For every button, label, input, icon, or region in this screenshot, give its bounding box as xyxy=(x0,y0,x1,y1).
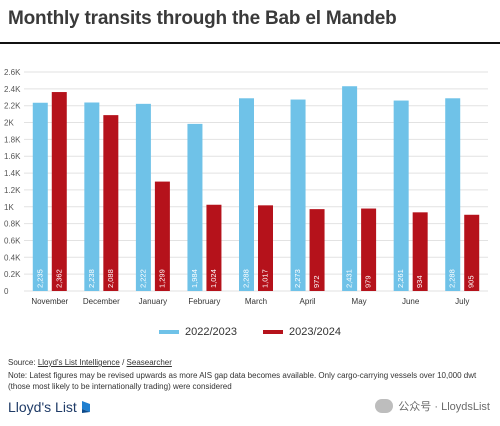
x-tick-label: December xyxy=(83,297,120,306)
bar-series2 xyxy=(154,181,170,291)
y-tick-label: 0.8K xyxy=(4,220,21,229)
title-divider xyxy=(0,42,500,44)
source-separator: / xyxy=(122,358,125,367)
legend-label-series2: 2023/2024 xyxy=(289,326,341,338)
bar-data-label: 1,024 xyxy=(209,269,218,288)
bar-data-label: 1,017 xyxy=(260,269,269,288)
bar-series2 xyxy=(309,209,325,291)
legend-item-series1: 2022/2023 xyxy=(159,326,237,338)
bar-data-label: 972 xyxy=(312,275,321,288)
lloyds-list-logo: Lloyd's List xyxy=(8,399,92,415)
bar-series1 xyxy=(187,123,203,291)
x-tick-label: July xyxy=(455,297,469,306)
bar-series2 xyxy=(464,214,480,291)
bar-data-label: 2,288 xyxy=(241,269,250,288)
bar-series2 xyxy=(103,115,119,291)
source-prefix: Source: xyxy=(8,358,36,367)
bar-series2 xyxy=(258,205,273,291)
watermark-text: 公众号 · LloydsList xyxy=(398,401,490,413)
bar-series1 xyxy=(290,99,306,291)
y-tick-label: 0.2K xyxy=(4,270,21,279)
bar-data-label: 2,088 xyxy=(106,269,115,288)
x-tick-label: February xyxy=(188,297,220,306)
y-tick-label: 2.4K xyxy=(4,85,21,94)
bar-data-label: 934 xyxy=(415,275,424,288)
logo-mark-icon xyxy=(81,401,90,413)
legend-label-series1: 2022/2023 xyxy=(185,326,237,338)
source-link-lloyds[interactable]: Lloyd's List Intelligence xyxy=(37,358,120,367)
y-tick-label: 2.6K xyxy=(4,68,21,77)
bar-chart: 0 0.2K 0.4K 0.6K 0.8K 1K 1.2K 1.4K 1.6K 1.8K 2K 2.2… xyxy=(4,68,488,306)
bar-data-label: 2,235 xyxy=(35,269,44,288)
x-tick-label: June xyxy=(402,297,420,306)
wechat-icon xyxy=(375,399,394,413)
y-tick-label: 0.6K xyxy=(4,236,21,245)
source-link-seasearcher[interactable]: Seasearcher xyxy=(126,358,172,367)
y-tick-label: 1.8K xyxy=(4,135,21,144)
chart-title: Monthly transits through the Bab el Mand… xyxy=(8,8,397,29)
bar-data-label: 2,222 xyxy=(138,269,147,288)
legend-swatch-series2 xyxy=(263,330,283,334)
y-tick-label: 1.6K xyxy=(4,152,21,161)
y-tick-label: 1.4K xyxy=(4,169,21,178)
logo-text: Lloyd's List xyxy=(8,399,77,415)
bar-series1 xyxy=(393,100,409,291)
bar-series1 xyxy=(239,98,254,291)
bar-data-label: 2,261 xyxy=(396,269,405,288)
y-tick-label: 2K xyxy=(4,119,14,128)
bar-series2 xyxy=(361,208,377,291)
y-tick-label: 1.2K xyxy=(4,186,21,195)
wechat-watermark: 公众号 · LloydsList xyxy=(375,398,490,414)
bar-series1 xyxy=(135,103,151,291)
y-tick-label: 0.4K xyxy=(4,253,21,262)
bar-series1 xyxy=(84,102,100,291)
bar-data-label: 979 xyxy=(364,275,373,288)
x-tick-label: April xyxy=(300,297,316,306)
chart-legend: 2022/2023 2023/2024 xyxy=(0,326,500,338)
bar-data-label: 1,984 xyxy=(190,269,199,288)
bar-data-label: 2,362 xyxy=(54,269,63,288)
bar-data-label: 2,238 xyxy=(87,269,96,288)
bar-series2 xyxy=(412,212,428,291)
bar-data-label: 905 xyxy=(467,275,476,288)
bar-data-label: 2,431 xyxy=(345,269,354,288)
legend-item-series2: 2023/2024 xyxy=(263,326,341,338)
x-tick-label: May xyxy=(352,297,367,306)
bar-series1 xyxy=(32,102,48,291)
y-tick-label: 0 xyxy=(4,287,9,296)
source-line: Source: Lloyd's List Intelligence / Seas… xyxy=(8,358,172,367)
bar-series1 xyxy=(342,86,358,291)
bar-data-label: 1,299 xyxy=(157,269,166,288)
legend-swatch-series1 xyxy=(159,330,179,334)
y-tick-label: 2.2K xyxy=(4,102,21,111)
bar-series2 xyxy=(51,92,67,291)
footnote: Note: Latest figures may be revised upwa… xyxy=(8,371,477,391)
bar-series1 xyxy=(445,98,461,291)
bar-data-label: 2,288 xyxy=(448,269,457,288)
y-tick-label: 1K xyxy=(4,203,14,212)
bar-series2 xyxy=(206,204,222,291)
bar-data-label: 2,273 xyxy=(293,269,302,288)
x-tick-label: March xyxy=(245,297,267,306)
x-tick-label: November xyxy=(31,297,68,306)
x-tick-label: January xyxy=(139,297,167,306)
